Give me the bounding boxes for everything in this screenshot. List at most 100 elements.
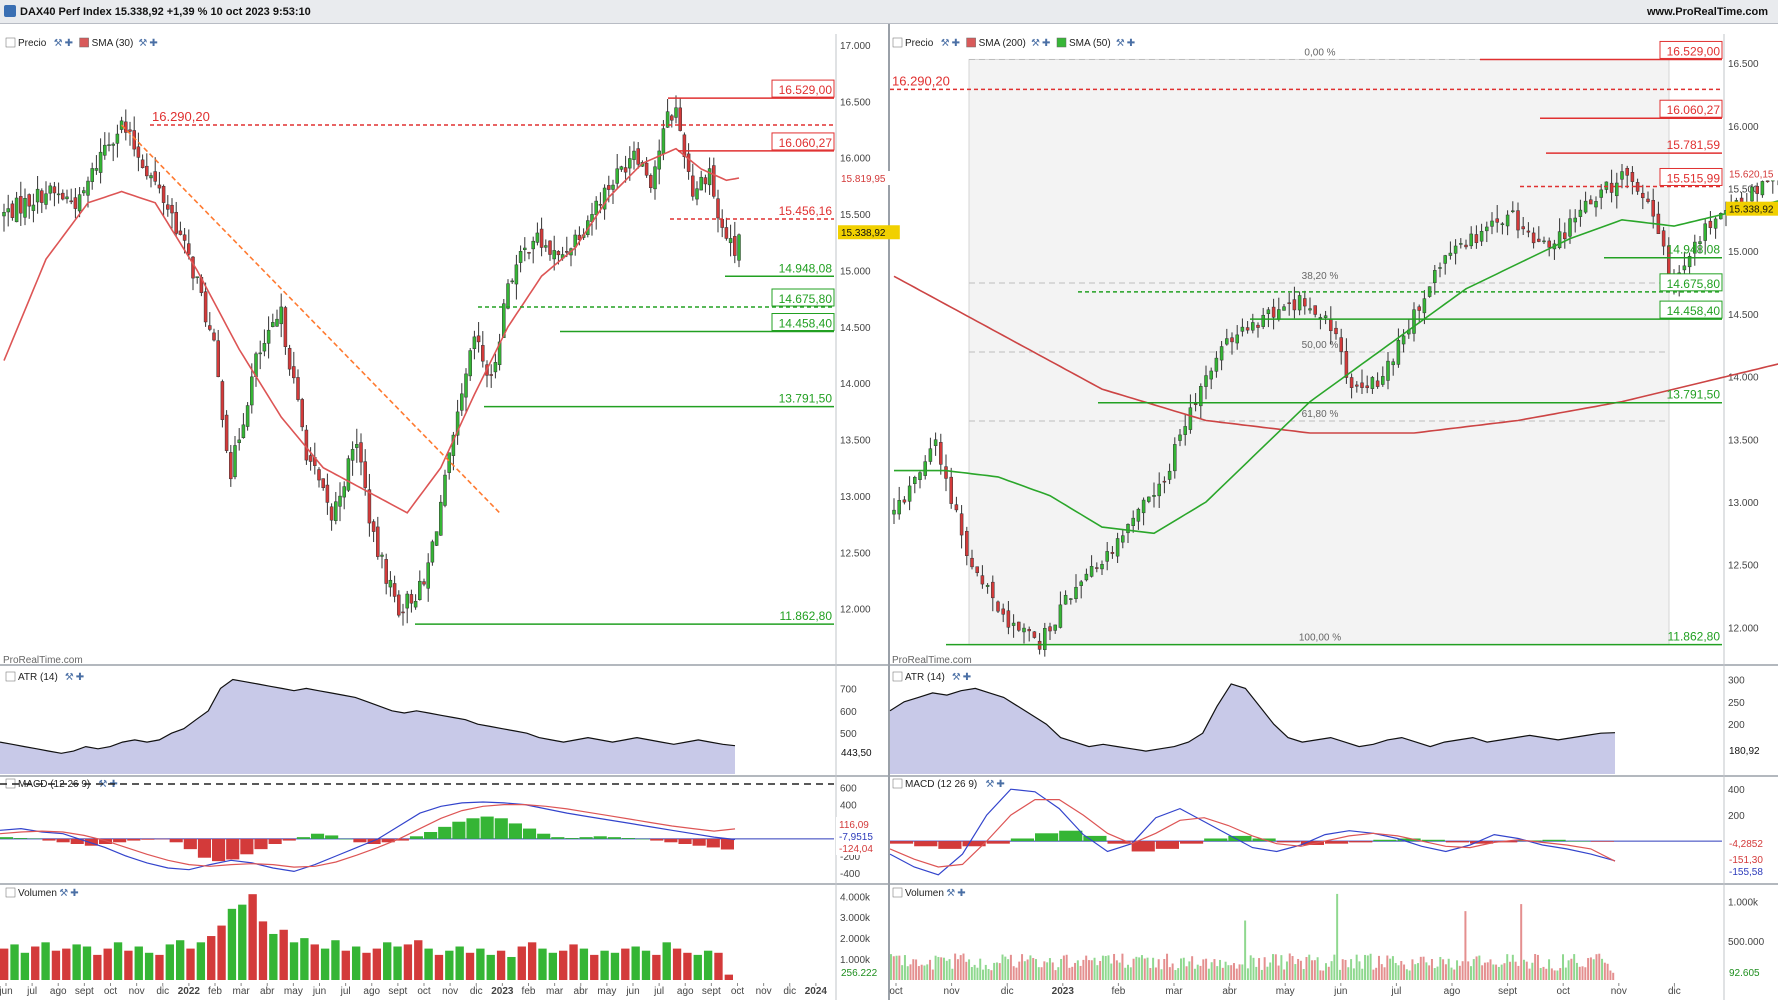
volume-bar [1093,957,1096,980]
candle-body [65,196,69,200]
volume-bar [1079,965,1082,980]
volume-bar [1087,960,1090,980]
candle-body [187,243,191,255]
left-x-tick: ago [363,986,380,997]
right-atr-line [889,683,1616,752]
volume-bar [1138,957,1141,980]
candle-body [1464,244,1468,248]
macd-hist-bar [127,838,141,841]
right-macd-line [889,788,1616,876]
candle-body [1323,315,1328,318]
right-macd-tick: 400 [1728,785,1745,796]
candle-body [632,150,636,160]
left-atr-tick: 700 [840,684,857,695]
candle-body [657,150,661,170]
wrench-icon: ⚒ [1031,38,1040,49]
left-x-tick: 2022 [178,986,201,997]
macd-hist-bar [113,838,127,843]
volume-bar [1517,965,1520,980]
left-y-tick: 14.000 [840,379,871,390]
left-x-tick: nov [129,986,145,997]
volume-bar [1308,954,1311,980]
macd-hist-bar [1180,841,1204,844]
candle-body [447,452,451,473]
volume-bar [1294,964,1297,980]
candle-body [649,175,653,189]
candle-body [1526,230,1531,233]
volume-bar [1157,959,1160,980]
candle-body [1661,230,1666,247]
volume-bar [351,946,361,980]
candle-body [224,414,229,451]
candle-body [275,318,279,327]
candle-body [965,530,969,556]
candle-body [52,186,57,194]
volume-bar [621,948,630,980]
volume-bar [1113,953,1116,980]
candle-body [208,325,212,330]
candle-body [1063,594,1068,605]
macd-hist-bar [664,838,678,843]
right-sma200-value: 15.620,15 [1729,169,1774,180]
volume-bar [1283,969,1286,980]
macd-hist-bar [1107,841,1131,844]
left-level-label: 14.948,08 [779,261,833,275]
volume-bar [1127,964,1130,980]
candle-body [1053,624,1057,631]
volume-bar [93,954,102,980]
macd-hist-bar [42,838,56,841]
candle-body [1178,434,1182,441]
candle-body [14,197,19,223]
candle-body [1547,240,1551,248]
candle-body [111,143,115,146]
left-x-tick: jul [653,986,664,997]
macd-hist-bar [56,838,70,843]
volume-bar [1497,966,1500,980]
candle-body [203,291,208,323]
right-level-box [1659,300,1723,319]
left-y-tick: 16.500 [840,97,871,108]
volume-bar [912,959,915,980]
volume-bar [383,942,392,980]
left-y-tick: 15.500 [840,210,871,221]
candle-body [1505,214,1510,227]
left-x-tick: ago [677,986,694,997]
volume-bar [1539,967,1542,980]
volume-bar [1344,959,1347,980]
candle-body [1188,407,1193,430]
candle-body [212,332,216,341]
legend-swatch [5,671,16,682]
left-y-tick: 12.000 [840,605,871,616]
volume-bar [1110,963,1113,980]
macd-hist-bar [914,841,938,847]
volume-bar [331,940,340,980]
volume-bar [724,974,733,980]
candle-body [153,171,157,182]
candle-body [1469,233,1473,247]
candle-body [376,526,380,557]
candle-body [928,448,933,462]
candle-body [82,190,86,194]
volume-bar [1216,966,1219,980]
right-y-tick: 13.000 [1728,498,1759,509]
volume-bar [1506,954,1509,980]
macd-hist-bar [1566,841,1590,842]
volume-bar [1338,969,1341,980]
left-macd-tick: 600 [840,783,857,794]
candle-body [1537,238,1541,242]
volume-bar [641,950,651,980]
candle-body [1219,346,1224,361]
volume-bar [41,942,50,980]
candle-body [733,236,737,256]
volume-bar [1007,959,1010,980]
left-atr-legend: ATR (14) ⚒ ✚ [5,671,84,683]
volume-bar [1313,960,1316,980]
left-x-tick: may [284,986,303,997]
candle-body [1755,186,1759,194]
right-x-tick: dic [1001,986,1014,997]
site-link[interactable]: www.ProRealTime.com [1646,6,1768,18]
left-x-tick: sept [388,986,407,997]
volume-bar [1425,962,1428,980]
add-icon: ✚ [76,672,84,683]
